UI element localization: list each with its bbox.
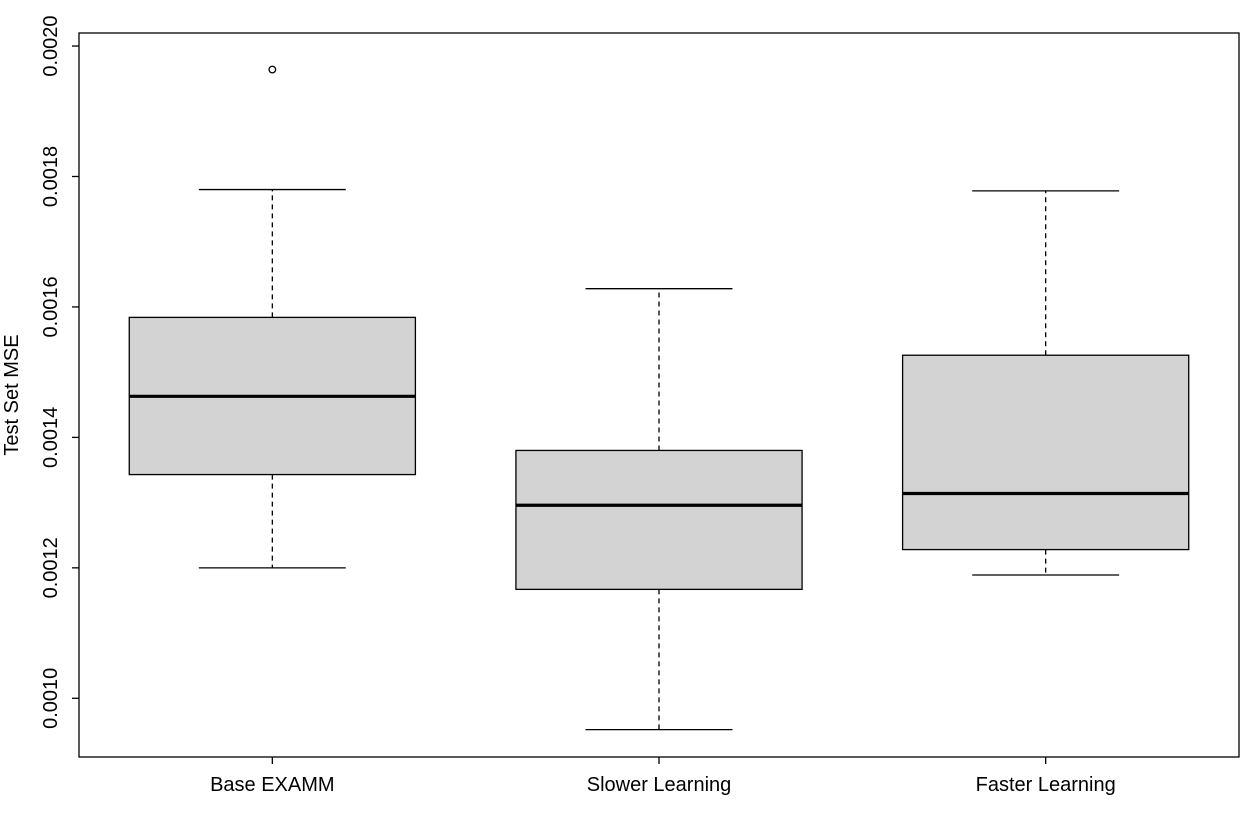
x-tick-label: Faster Learning [976,774,1116,796]
x-axis: Base EXAMM Slower Learning Faster Learning [210,757,1116,796]
boxes [128,65,1190,731]
y-tick-label: 0.0018 [40,146,62,207]
y-tick-label: 0.0014 [40,407,62,468]
box-group [128,65,417,569]
x-tick-label: Slower Learning [587,774,732,796]
iqr-box [515,449,803,591]
y-tick-label: 0.0020 [40,15,62,76]
box-group [515,288,803,731]
y-tick-label: 0.0012 [40,537,62,598]
box-group [901,190,1190,576]
iqr-box [901,354,1190,551]
y-tick-label: 0.0010 [40,668,62,729]
y-axis-title: Test Set MSE [1,334,23,455]
y-axis: 0.0010 0.0012 0.0014 0.0016 0.0018 0.0020 [40,15,79,729]
x-tick-label: Base EXAMM [210,774,334,796]
outlier-point [268,65,277,74]
y-tick-label: 0.0016 [40,276,62,337]
